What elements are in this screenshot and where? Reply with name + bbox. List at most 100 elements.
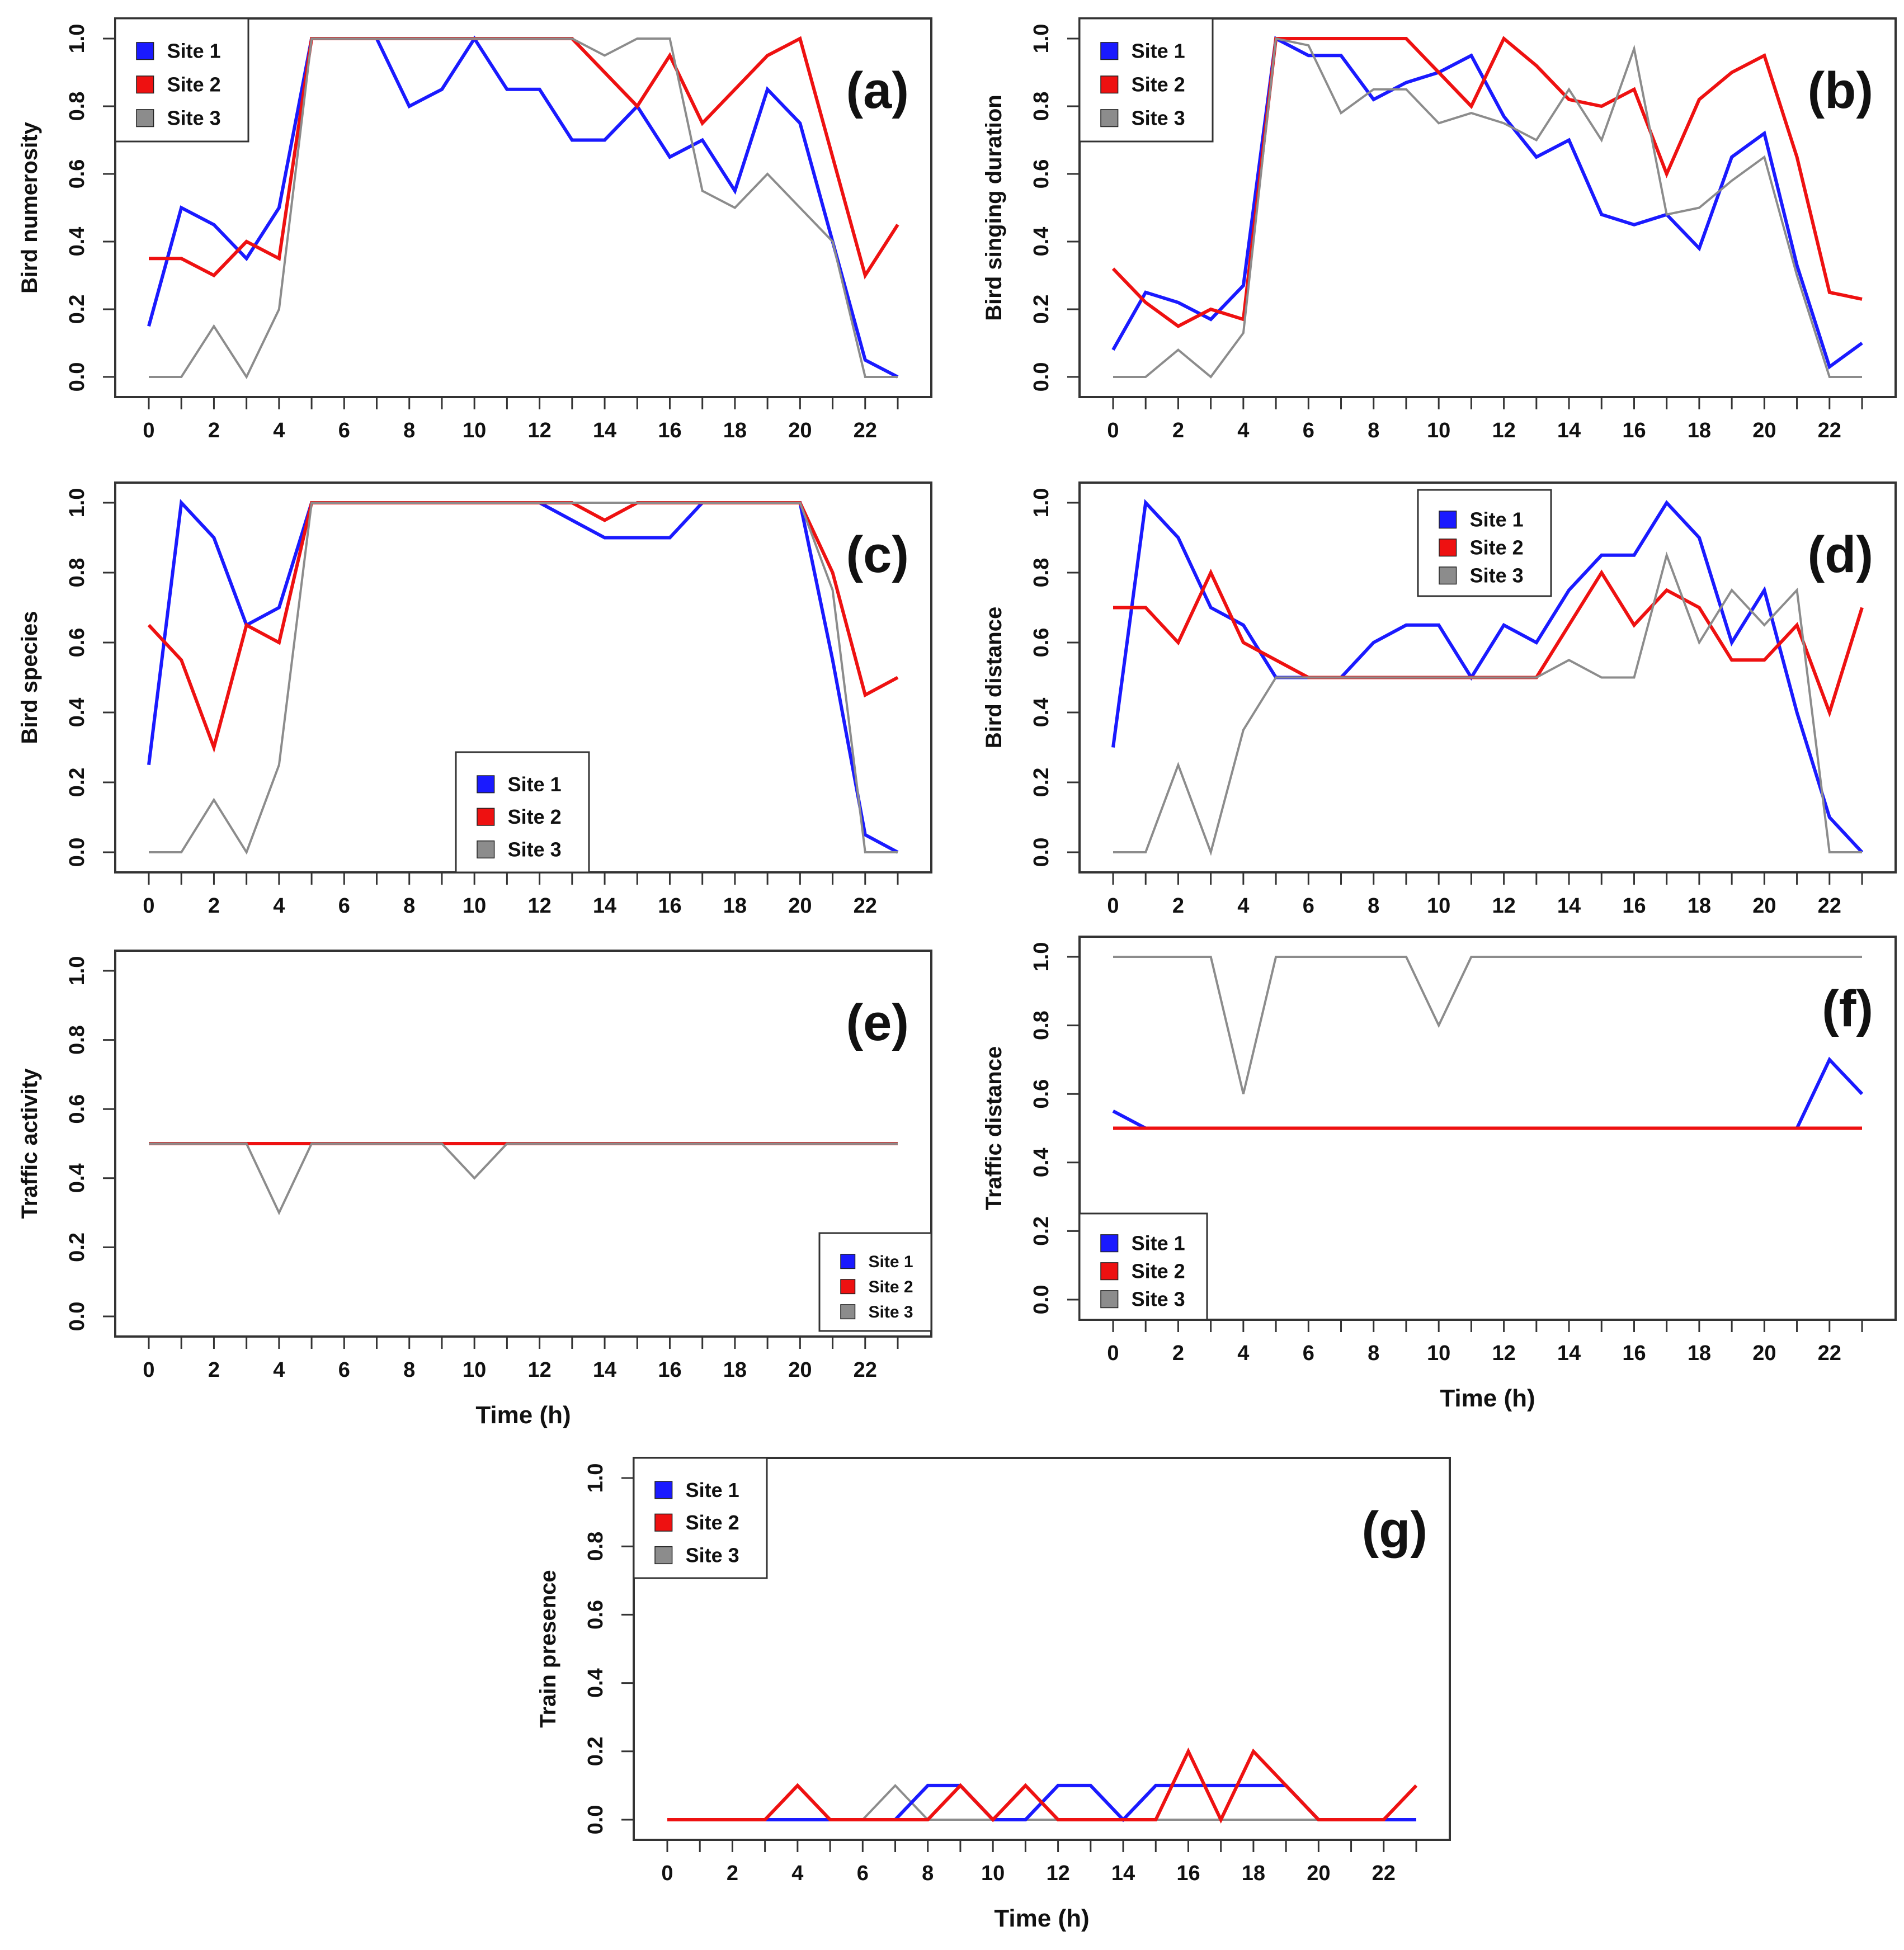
y-tick-label: 0.2	[65, 1233, 89, 1262]
y-tick-label: 0.0	[1030, 1285, 1053, 1315]
x-tick-label: 4	[273, 894, 285, 918]
y-tick-label: 0.0	[584, 1805, 607, 1835]
legend-label: Site 1	[686, 1479, 739, 1502]
series-line-site-1	[1111, 499, 1864, 854]
plot-frame	[114, 17, 932, 398]
legend: Site 1 Site 2 Site 3	[114, 17, 249, 143]
legend-swatch	[1100, 1234, 1119, 1253]
panel-label: (b)	[1808, 62, 1873, 119]
legend: Site 1 Site 2 Site 3	[1078, 17, 1214, 143]
y-tick-label: 0.4	[1030, 227, 1053, 257]
x-tick-label: 22	[1818, 419, 1841, 442]
y-tick-label: 1.0	[584, 1463, 607, 1493]
x-tick-label: 22	[854, 1358, 877, 1382]
x-tick-label: 12	[527, 1358, 551, 1382]
y-tick-label: 0.2	[1030, 1216, 1053, 1246]
y-tick-label: 1.0	[1030, 488, 1053, 518]
x-tick-label: 2	[1172, 1342, 1184, 1365]
x-tick-label: 0	[1107, 894, 1119, 918]
x-tick-label: 20	[1307, 1862, 1330, 1885]
x-tick-label: 10	[981, 1862, 1005, 1885]
legend-swatch	[136, 42, 154, 60]
x-tick-label: 12	[527, 419, 551, 442]
x-tick-label: 18	[1688, 1342, 1711, 1365]
legend-swatch	[477, 808, 495, 826]
y-tick-label: 0.6	[1030, 1079, 1053, 1109]
x-tick-label: 16	[658, 1358, 681, 1382]
x-tick-label: 4	[1237, 1342, 1249, 1365]
x-tick-label: 14	[1557, 894, 1581, 918]
legend: Site 1 Site 2 Site 3	[1078, 1212, 1208, 1321]
x-tick-label: 8	[1368, 894, 1379, 918]
x-tick-label: 20	[788, 894, 812, 918]
x-tick-label: 0	[143, 894, 154, 918]
legend-label: Site 1	[1132, 40, 1185, 63]
y-tick-label: 0.6	[65, 1094, 89, 1124]
x-tick-label: 18	[723, 1358, 747, 1382]
x-tick-label: 20	[1752, 1342, 1776, 1365]
x-tick-label: 6	[338, 894, 350, 918]
y-tick-label: 0.0	[1030, 362, 1053, 392]
y-tick-label: 0.2	[1030, 295, 1053, 324]
y-tick-label: 0.8	[1030, 92, 1053, 121]
x-tick-label: 16	[658, 894, 681, 918]
series-line-site-3	[1113, 956, 1862, 1094]
x-tick-label: 4	[273, 419, 285, 442]
x-tick-label: 2	[1172, 419, 1184, 442]
legend-label: Site 3	[1132, 107, 1185, 130]
y-tick-label: 0.4	[65, 1163, 89, 1193]
panel-c: 0 2 4 6 8 10 12 14 16 18 20 22 0.0 0.2 0.4 0.6 0.8 1.0 Bir…	[17, 481, 932, 918]
panel-label: (e)	[846, 994, 909, 1051]
legend-swatch	[1439, 511, 1457, 529]
legend-swatch	[1100, 75, 1119, 94]
plot-frame	[1078, 936, 1897, 1321]
panel-label: (f)	[1822, 980, 1873, 1037]
panel-a: 0 2 4 6 8 10 12 14 16 18 20 22 0.0 0.2 0.4 0.6 0.8 1.0 Bir…	[17, 17, 932, 442]
legend: Site 1 Site 2 Site 3	[1417, 489, 1552, 597]
x-tick-label: 4	[1237, 894, 1249, 918]
panel-b: 0 2 4 6 8 10 12 14 16 18 20 22 0.0 0.2 0.4 0.6 0.8 1.0 Bir…	[982, 17, 1897, 442]
y-tick-label: 0.4	[584, 1668, 607, 1698]
x-tick-label: 22	[1372, 1862, 1396, 1885]
legend-swatch	[1100, 42, 1119, 60]
legend-label: Site 2	[508, 805, 562, 828]
x-tick-label: 8	[1368, 1342, 1379, 1365]
legend-label: Site 1	[1470, 508, 1524, 531]
panel-label: (a)	[846, 62, 909, 119]
x-tick-label: 0	[1107, 419, 1119, 442]
x-tick-label: 10	[1427, 1342, 1450, 1365]
y-tick-label: 0.4	[1030, 698, 1053, 728]
series-line-site-1	[1111, 36, 1863, 370]
x-tick-label: 2	[208, 894, 220, 918]
series-line-site-1	[1112, 1056, 1864, 1130]
panel-d: 0 2 4 6 8 10 12 14 16 18 20 22 0.0 0.2 0.4 0.6 0.8 1.0 Bir…	[982, 481, 1897, 918]
series-line-site-2	[1111, 36, 1863, 328]
x-tick-label: 10	[463, 419, 486, 442]
y-tick-label: 0.2	[65, 295, 89, 324]
y-tick-label: 0.8	[65, 92, 89, 121]
x-axis-label: Time (h)	[1440, 1385, 1535, 1412]
y-tick-label: 0.2	[1030, 768, 1053, 797]
legend-swatch	[840, 1279, 856, 1295]
y-tick-label: 1.0	[1030, 942, 1053, 972]
x-tick-label: 16	[1622, 419, 1646, 442]
x-tick-label: 22	[1818, 1342, 1841, 1365]
x-tick-label: 16	[1176, 1862, 1200, 1885]
x-tick-label: 2	[208, 1358, 220, 1382]
series-line-site-3	[149, 37, 898, 380]
plot-frame	[633, 1457, 1451, 1841]
x-tick-label: 4	[273, 1358, 285, 1382]
x-tick-label: 14	[1557, 1342, 1581, 1365]
x-tick-label: 10	[463, 1358, 486, 1382]
x-tick-label: 20	[788, 419, 812, 442]
legend-label: Site 2	[167, 73, 221, 96]
panel-f: 0 2 4 6 8 10 12 14 16 18 20 22 0.0 0.2 0.4 0.6 0.8 1.0 Tra…	[982, 936, 1897, 1412]
panel-label: (g)	[1362, 1502, 1427, 1559]
y-tick-label: 0.8	[65, 1025, 89, 1055]
legend: Site 1 Site 2 Site 3	[455, 751, 590, 874]
x-tick-label: 18	[723, 894, 747, 918]
x-tick-label: 6	[1303, 1342, 1314, 1365]
y-tick-label: 0.8	[1030, 1011, 1053, 1040]
x-tick-label: 20	[788, 1358, 812, 1382]
